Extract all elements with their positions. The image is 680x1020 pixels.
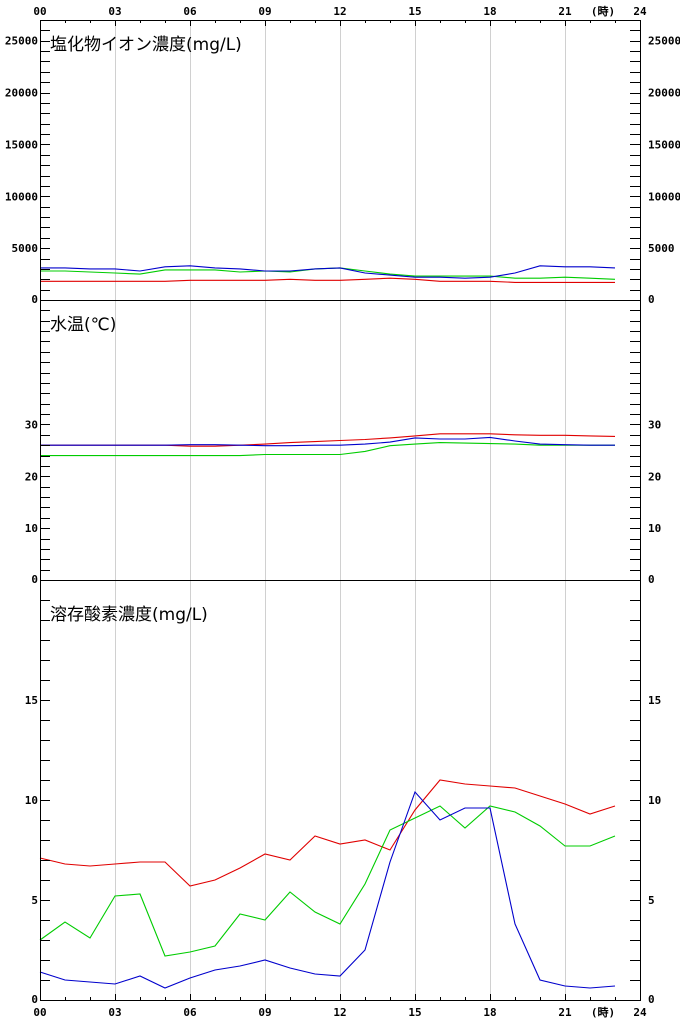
y-tick-label-right: 5	[648, 894, 655, 907]
bottom-time-tick-label: 06	[183, 1006, 197, 1019]
dissolved-oxygen-panel-title: 溶存酸素濃度(mg/L)	[50, 605, 208, 625]
y-tick-label-left: 5000	[12, 242, 39, 255]
y-tick-label-left: 30	[25, 418, 38, 431]
top-time-tick-label: 12	[333, 5, 346, 18]
top-time-unit-label: (時)	[591, 4, 615, 18]
y-tick-label-left: 20000	[5, 87, 38, 100]
bottom-time-tick-label: 00	[33, 1006, 46, 1019]
y-tick-label-right: 15000	[648, 138, 680, 151]
top-time-tick-label: 18	[483, 5, 496, 18]
top-time-tick-label: 06	[183, 5, 197, 18]
series-layer	[39, 265, 616, 989]
label-layer: 塩化物イオン濃度(mg/L) 水温(℃) 溶存酸素濃度(mg/L) (時) (時…	[5, 4, 680, 1019]
chloride-panel-title: 塩化物イオン濃度(mg/L)	[50, 35, 242, 55]
y-tick-label-right: 20000	[648, 87, 680, 100]
y-tick-label-left: 15	[25, 694, 38, 707]
series-line-green	[39, 805, 616, 957]
top-time-tick-label: 21	[558, 5, 572, 18]
y-tick-label-right: 10	[648, 794, 661, 807]
bottom-time-tick-label: 03	[108, 1006, 121, 1019]
bottom-time-tick-label: 21	[558, 1006, 572, 1019]
frame-layer	[40, 20, 641, 1001]
series-line-blue	[40, 436, 615, 447]
y-tick-label-left: 15000	[5, 138, 38, 151]
y-tick-label-left: 25000	[5, 35, 38, 48]
y-tick-label-right: 10	[648, 522, 661, 535]
series-line-red	[39, 779, 616, 887]
y-tick-label-left: 0	[31, 573, 38, 586]
series-line-blue	[39, 790, 616, 989]
y-tick-label-right: 10000	[648, 190, 680, 203]
top-time-tick-label: 09	[258, 5, 271, 18]
panel-frame	[40, 580, 641, 1001]
grid-layer	[115, 20, 566, 1000]
y-tick-label-right: 5000	[648, 242, 675, 255]
tick-layer	[40, 20, 641, 1000]
bottom-time-tick-label: 18	[483, 1006, 496, 1019]
top-time-tick-label: 00	[33, 5, 46, 18]
top-time-tick-label: 15	[408, 5, 421, 18]
bottom-time-tick-label: 09	[258, 1006, 271, 1019]
y-tick-label-left: 0	[31, 293, 38, 306]
y-tick-label-right: 15	[648, 694, 661, 707]
y-tick-label-right: 0	[648, 573, 655, 586]
top-time-tick-label: 03	[108, 5, 121, 18]
y-tick-label-left: 5	[31, 894, 38, 907]
bottom-time-tick-label: 24	[633, 1006, 647, 1019]
y-tick-label-left: 20	[25, 470, 38, 483]
y-tick-label-left: 10000	[5, 190, 38, 203]
bottom-time-unit-label: (時)	[591, 1005, 615, 1019]
y-tick-label-right: 0	[648, 993, 655, 1006]
top-time-tick-label: 24	[633, 5, 647, 18]
series-line-red	[40, 277, 615, 283]
series-line-green	[40, 442, 615, 457]
y-tick-label-left: 10	[25, 522, 38, 535]
bottom-time-tick-label: 12	[333, 1006, 346, 1019]
y-tick-label-right: 20	[648, 470, 661, 483]
y-tick-label-right: 25000	[648, 35, 680, 48]
series-line-blue	[40, 265, 616, 279]
y-tick-label-left: 10	[25, 794, 38, 807]
bottom-time-tick-label: 15	[408, 1006, 421, 1019]
water-temp-panel-title: 水温(℃)	[50, 315, 116, 335]
y-tick-label-left: 0	[31, 993, 38, 1006]
y-tick-label-right: 30	[648, 418, 661, 431]
y-tick-label-right: 0	[648, 293, 655, 306]
